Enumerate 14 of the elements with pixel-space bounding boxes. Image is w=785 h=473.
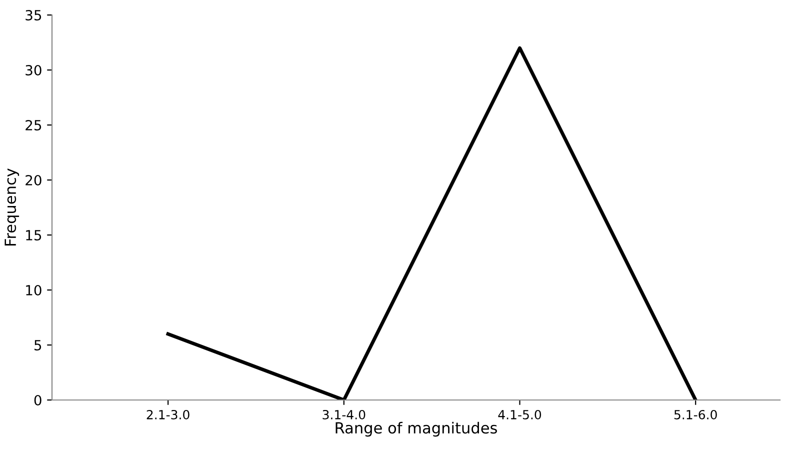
y-tick-label: 25 [26, 120, 42, 130]
y-tick-label: 20 [26, 174, 42, 186]
x-tick-label: 2.1-3.0 [146, 410, 190, 420]
x-tick-label: 4.1-5.0 [498, 410, 542, 420]
x-tick-label: 3.1-4.0 [322, 410, 366, 420]
y-tick-label: 15 [26, 230, 42, 240]
x-tick-label: 5.1-6.0 [674, 410, 717, 420]
y-tick-label: 5 [34, 340, 42, 350]
y-tick-label: 10 [26, 284, 42, 296]
y-axis-title: Frequency [4, 168, 20, 246]
x-axis-title: Range of magnitudes [336, 422, 497, 437]
y-tick-label: 0 [34, 394, 42, 406]
y-tick-label: 35 [26, 10, 42, 20]
y-tick-label: 30 [26, 64, 42, 76]
